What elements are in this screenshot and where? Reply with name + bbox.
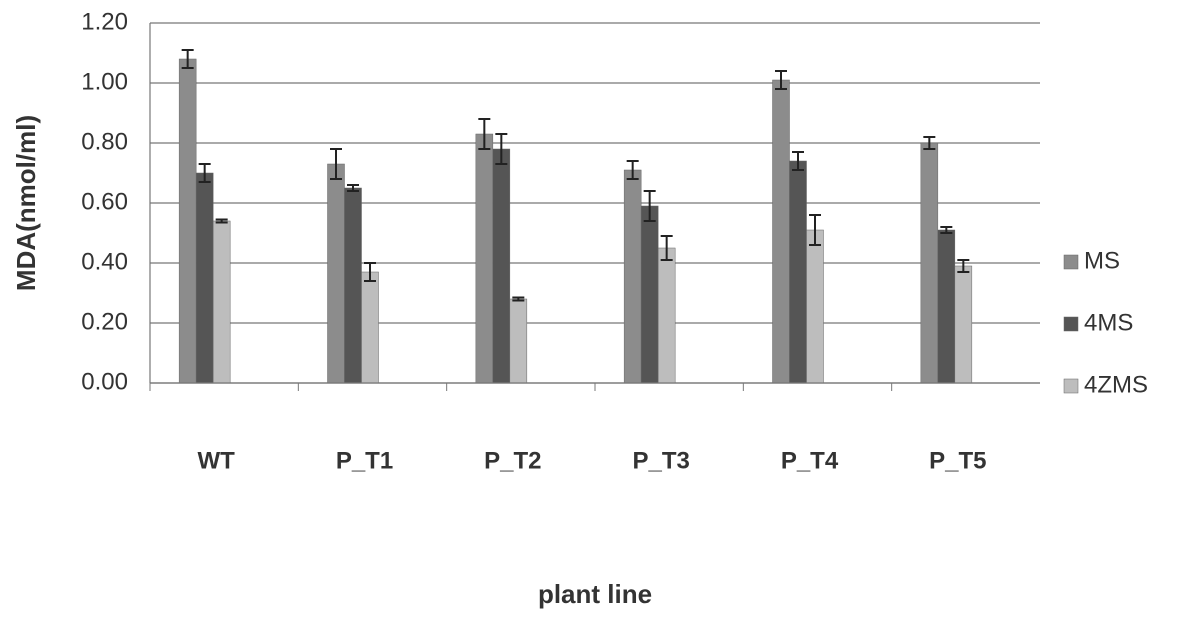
y-tick-label: 0.40 [81, 248, 128, 275]
x-axis-title: plant line [538, 579, 652, 609]
legend-swatch [1064, 379, 1078, 393]
x-tick-label: P_T2 [484, 447, 541, 474]
bar [790, 161, 807, 383]
x-tick-label: WT [198, 447, 236, 474]
x-tick-label: P_T4 [781, 447, 839, 474]
bar [641, 206, 658, 383]
legend-swatch [1064, 255, 1078, 269]
x-tick-label: P_T3 [632, 447, 689, 474]
y-tick-label: 1.00 [81, 68, 128, 95]
bar [345, 188, 362, 383]
bar [179, 59, 196, 383]
y-axis-title: MDA(nmol/ml) [11, 115, 41, 291]
chart: MDA(nmol/ml) plant line 0.00 0.20 0.40 0.60… [0, 0, 1195, 612]
y-tick-label: 0.80 [81, 128, 128, 155]
legend-label: MS [1084, 247, 1120, 274]
bar [213, 221, 230, 383]
bar [362, 272, 379, 383]
x-tick-label: P_T1 [336, 447, 393, 474]
bar [955, 266, 972, 383]
bar [773, 80, 790, 383]
bar [196, 173, 213, 383]
bar [493, 149, 510, 383]
bar [807, 230, 824, 383]
y-tick-label: 0.00 [81, 368, 128, 395]
legend-label: 4MS [1084, 309, 1133, 336]
bar [938, 230, 955, 383]
bar [510, 299, 527, 383]
x-tick-label: P_T5 [929, 447, 986, 474]
bar [624, 170, 641, 383]
y-tick-label: 1.20 [81, 8, 128, 35]
bar [476, 134, 493, 383]
legend-label: 4ZMS [1084, 371, 1148, 398]
bar [921, 143, 938, 383]
legend-swatch [1064, 317, 1078, 331]
bar [658, 248, 675, 383]
bar [328, 164, 345, 383]
y-tick-label: 0.20 [81, 308, 128, 335]
y-tick-label: 0.60 [81, 188, 128, 215]
